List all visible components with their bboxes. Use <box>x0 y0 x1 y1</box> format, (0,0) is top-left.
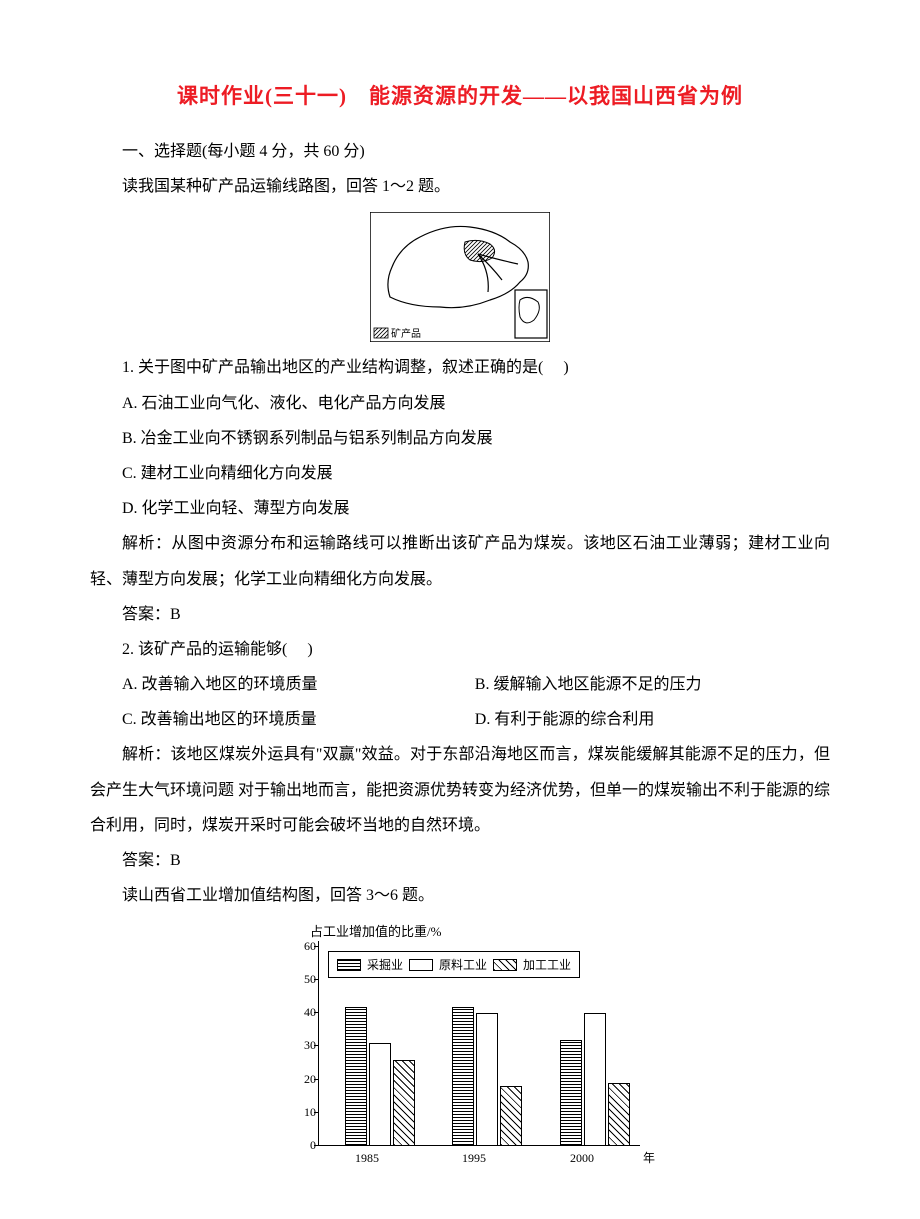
page-title: 课时作业(三十一) 能源资源的开发——以我国山西省为例 <box>90 80 830 110</box>
legend-swatch-raw <box>409 959 433 971</box>
intro-1: 读我国某种矿产品运输线路图，回答 1～2 题。 <box>90 169 830 204</box>
chart-title: 占工业增加值的比重/% <box>310 921 441 940</box>
q2-row-2: C. 改善输出地区的环境质量 D. 有利于能源的综合利用 <box>90 702 830 737</box>
bar-加工工业-1985 <box>393 1060 415 1147</box>
y-tick-label: 40 <box>290 1005 316 1020</box>
y-tick-mark <box>314 1145 318 1146</box>
legend-swatch-process <box>493 959 517 971</box>
q1-option-b: B. 冶金工业向不锈钢系列制品与铝系列制品方向发展 <box>90 421 830 456</box>
bar-原料工业-1985 <box>369 1043 391 1146</box>
q2-option-a: A. 改善输入地区的环境质量 <box>90 667 475 702</box>
q2-answer: 答案：B <box>90 843 830 878</box>
bar-chart-figure: 占工业增加值的比重/% 采掘业 原料工业 加工工业 年 0 10 20 30 40 50 6… <box>90 921 830 1171</box>
intro-2: 读山西省工业增加值结构图，回答 3～6 题。 <box>90 878 830 913</box>
q2-explain: 解析：该地区煤炭外运具有"双赢"效益。对于东部沿海地区而言，煤炭能缓解其能源不足… <box>90 737 830 843</box>
legend-label-raw: 原料工业 <box>439 956 487 973</box>
bar-原料工业-2000 <box>584 1013 606 1146</box>
bar-采掘业-1995 <box>452 1007 474 1147</box>
x-tick-label: 1995 <box>462 1151 486 1166</box>
y-tick-mark <box>314 1079 318 1080</box>
bar-加工工业-2000 <box>608 1083 630 1146</box>
legend-swatch-mining <box>337 959 361 971</box>
y-tick-label: 50 <box>290 972 316 987</box>
y-tick-mark <box>314 1112 318 1113</box>
y-tick-label: 0 <box>290 1138 316 1153</box>
map-legend-label: 矿产品 <box>391 325 421 340</box>
q1-answer: 答案：B <box>90 597 830 632</box>
q1-option-d: D. 化学工业向轻、薄型方向发展 <box>90 491 830 526</box>
china-map: 矿产品 <box>370 212 550 342</box>
q2-row-1: A. 改善输入地区的环境质量 B. 缓解输入地区能源不足的压力 <box>90 667 830 702</box>
q2-option-b: B. 缓解输入地区能源不足的压力 <box>475 667 830 702</box>
bar-chart: 占工业增加值的比重/% 采掘业 原料工业 加工工业 年 0 10 20 30 40 50 6… <box>260 921 660 1171</box>
bar-原料工业-1995 <box>476 1013 498 1146</box>
q1-stem: 1. 关于图中矿产品输出地区的产业结构调整，叙述正确的是( ) <box>90 350 830 385</box>
bar-采掘业-1985 <box>345 1007 367 1147</box>
x-axis-unit: 年 <box>643 1149 655 1166</box>
q2-option-c: C. 改善输出地区的环境质量 <box>90 702 475 737</box>
y-tick-mark <box>314 979 318 980</box>
chart-legend: 采掘业 原料工业 加工工业 <box>328 951 580 978</box>
q2-stem: 2. 该矿产品的运输能够( ) <box>90 632 830 667</box>
map-svg <box>370 212 550 342</box>
q1-option-c: C. 建材工业向精细化方向发展 <box>90 456 830 491</box>
y-tick-mark <box>314 1012 318 1013</box>
x-tick-label: 2000 <box>570 1151 594 1166</box>
q2-option-d: D. 有利于能源的综合利用 <box>475 702 830 737</box>
y-tick-mark <box>314 1045 318 1046</box>
y-tick-label: 20 <box>290 1072 316 1087</box>
section-header: 一、选择题(每小题 4 分，共 60 分) <box>90 134 830 169</box>
q1-option-a: A. 石油工业向气化、液化、电化产品方向发展 <box>90 386 830 421</box>
legend-label-mining: 采掘业 <box>367 956 403 973</box>
q1-explain: 解析：从图中资源分布和运输路线可以推断出该矿产品为煤炭。该地区石油工业薄弱；建材… <box>90 526 830 596</box>
y-tick-mark <box>314 946 318 947</box>
map-figure: 矿产品 <box>90 212 830 342</box>
legend-label-process: 加工工业 <box>523 956 571 973</box>
x-tick-label: 1985 <box>355 1151 379 1166</box>
y-tick-label: 60 <box>290 939 316 954</box>
y-tick-label: 30 <box>290 1038 316 1053</box>
y-tick-label: 10 <box>290 1105 316 1120</box>
bar-采掘业-2000 <box>560 1040 582 1147</box>
bar-加工工业-1995 <box>500 1086 522 1146</box>
y-axis <box>318 941 319 1146</box>
